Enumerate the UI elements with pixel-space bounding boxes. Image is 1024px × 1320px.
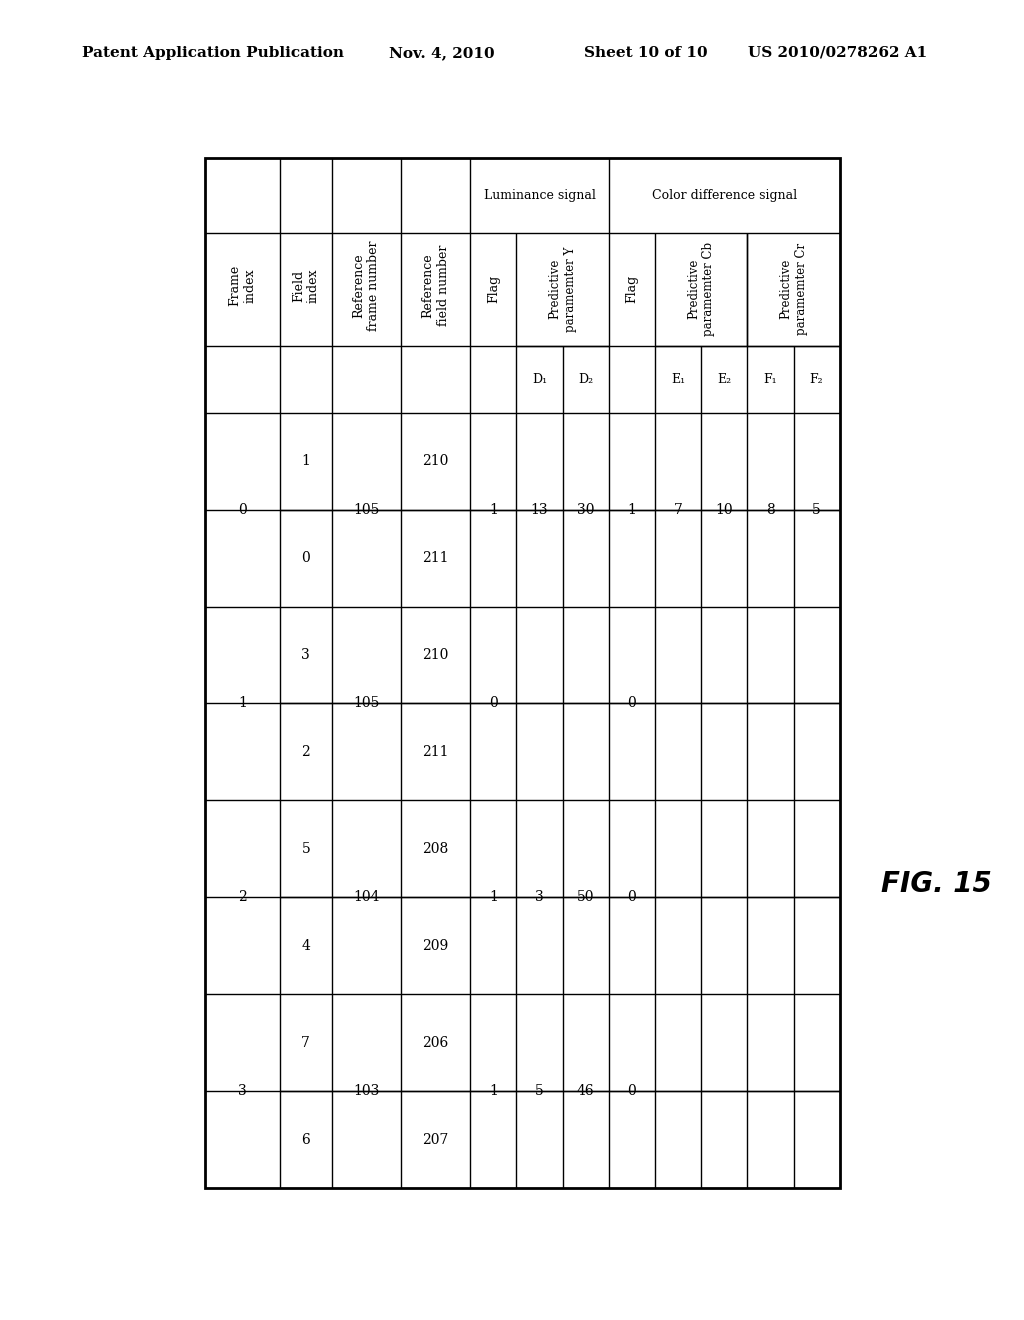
- Text: 210: 210: [423, 648, 449, 663]
- Text: 6: 6: [301, 1133, 310, 1147]
- Text: 104: 104: [353, 890, 380, 904]
- Text: 105: 105: [353, 503, 380, 516]
- Text: 5: 5: [536, 1084, 544, 1098]
- Text: US 2010/0278262 A1: US 2010/0278262 A1: [748, 46, 927, 59]
- Text: 46: 46: [577, 1084, 595, 1098]
- Text: 211: 211: [423, 550, 449, 565]
- Text: 1: 1: [488, 890, 498, 904]
- Text: 3: 3: [301, 648, 310, 663]
- Text: Predictive
paramemter Cb: Predictive paramemter Cb: [687, 242, 715, 337]
- Text: 10: 10: [716, 503, 733, 516]
- Text: 7: 7: [674, 503, 683, 516]
- Text: 0: 0: [628, 890, 636, 904]
- Text: 1: 1: [238, 697, 247, 710]
- Text: Sheet 10 of 10: Sheet 10 of 10: [584, 46, 708, 59]
- Text: Field
index: Field index: [292, 268, 319, 302]
- Text: Reference
frame number: Reference frame number: [352, 240, 380, 331]
- Text: 2: 2: [238, 890, 247, 904]
- Text: 13: 13: [530, 503, 549, 516]
- Text: 3: 3: [536, 890, 544, 904]
- Text: 0: 0: [489, 697, 498, 710]
- Text: D₂: D₂: [579, 372, 593, 385]
- Text: 103: 103: [353, 1084, 380, 1098]
- Text: 209: 209: [423, 939, 449, 953]
- Text: E₂: E₂: [717, 372, 731, 385]
- Text: Color difference signal: Color difference signal: [651, 189, 797, 202]
- Text: Flag: Flag: [486, 275, 500, 304]
- Text: Predictive
paramemter Y: Predictive paramemter Y: [549, 247, 577, 331]
- Text: 3: 3: [238, 1084, 247, 1098]
- Text: 2: 2: [301, 744, 310, 759]
- Text: Reference
field number: Reference field number: [422, 246, 450, 326]
- Text: Flag: Flag: [626, 275, 638, 304]
- Text: 7: 7: [301, 1036, 310, 1049]
- Text: 1: 1: [628, 503, 636, 516]
- Text: F₁: F₁: [764, 372, 777, 385]
- Text: 206: 206: [423, 1036, 449, 1049]
- Text: 211: 211: [423, 744, 449, 759]
- Text: F₂: F₂: [810, 372, 823, 385]
- Text: FIG. 15: FIG. 15: [881, 870, 991, 899]
- Text: Patent Application Publication: Patent Application Publication: [82, 46, 344, 59]
- Text: 1: 1: [488, 1084, 498, 1098]
- Text: Nov. 4, 2010: Nov. 4, 2010: [389, 46, 495, 59]
- Text: 0: 0: [628, 1084, 636, 1098]
- Text: Predictive
paramemter Cr: Predictive paramemter Cr: [779, 243, 808, 335]
- Text: 5: 5: [812, 503, 821, 516]
- Text: 4: 4: [301, 939, 310, 953]
- Text: 208: 208: [423, 842, 449, 855]
- Text: 5: 5: [301, 842, 310, 855]
- Text: 210: 210: [423, 454, 449, 469]
- Text: 8: 8: [766, 503, 775, 516]
- Text: 50: 50: [577, 890, 595, 904]
- Text: 30: 30: [577, 503, 595, 516]
- Text: 0: 0: [238, 503, 247, 516]
- Text: E₁: E₁: [671, 372, 685, 385]
- Text: D₁: D₁: [532, 372, 547, 385]
- Text: 1: 1: [488, 503, 498, 516]
- Text: 0: 0: [301, 550, 310, 565]
- Text: Frame
index: Frame index: [228, 265, 256, 306]
- Text: Luminance signal: Luminance signal: [483, 189, 596, 202]
- Text: 105: 105: [353, 697, 380, 710]
- Text: 207: 207: [423, 1133, 449, 1147]
- Bar: [205, 158, 840, 1188]
- Text: 0: 0: [628, 697, 636, 710]
- Text: 1: 1: [301, 454, 310, 469]
